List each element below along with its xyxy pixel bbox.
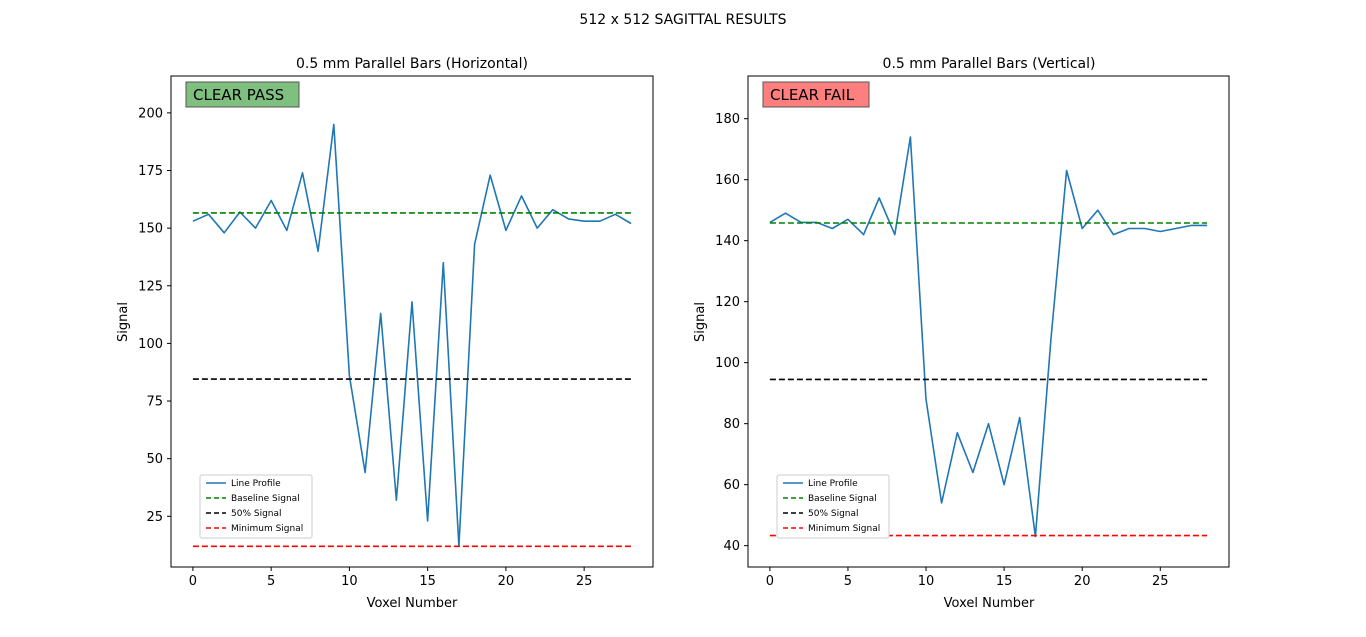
legend-box: [776, 474, 890, 539]
status-badge: [185, 81, 300, 108]
y-tick-label: 40: [723, 539, 740, 554]
legend-label-minimum-signal: Minimum Signal: [808, 524, 880, 534]
legend: Line Profile Baseline Signal 50% Signal Min…: [776, 474, 890, 539]
status-label: CLEAR PASS: [193, 86, 284, 104]
axes-frame: [170, 75, 654, 568]
figure-title: 512 x 512 SAGITTAL RESULTS: [579, 12, 786, 28]
y-tick-label: 150: [138, 222, 163, 237]
y-tick-label: 80: [723, 417, 740, 432]
y-axis-label: Signal: [693, 302, 708, 342]
legend-label-fifty-percent-signal: 50% Signal: [231, 509, 282, 519]
y-tick-label: 25: [146, 510, 163, 525]
x-axis-label: Voxel Number: [367, 596, 458, 611]
chart-title: 0.5 mm Parallel Bars (Horizontal): [296, 56, 528, 72]
legend-label-line-profile: Line Profile: [808, 479, 858, 489]
legend-label-fifty-percent-signal: 50% Signal: [808, 509, 859, 519]
y-tick-label: 50: [146, 452, 163, 467]
x-tick-label: 5: [267, 574, 275, 589]
y-tick-label: 200: [138, 106, 163, 121]
x-tick-label: 25: [576, 574, 593, 589]
chart-title: 0.5 mm Parallel Bars (Vertical): [883, 56, 1096, 72]
y-tick-label: 75: [146, 395, 163, 410]
y-tick-label: 175: [138, 164, 163, 179]
y-tick-label: 60: [723, 478, 740, 493]
y-tick-label: 100: [715, 356, 740, 371]
legend-box: [199, 474, 313, 539]
x-tick-label: 10: [918, 574, 935, 589]
plot-area: 0 5 10 15 20 25 25 50 75 100 125 150 175 200 CLEAR PAS…: [138, 75, 654, 589]
y-tick-label: 125: [138, 279, 163, 294]
y-tick-label: 100: [138, 337, 163, 352]
x-tick-label: 20: [498, 574, 515, 589]
status-label: CLEAR FAIL: [770, 86, 855, 104]
legend-label-line-profile: Line Profile: [231, 479, 281, 489]
y-tick-label: 140: [715, 234, 740, 249]
legend-label-baseline-signal: Baseline Signal: [808, 494, 877, 504]
legend-label-baseline-signal: Baseline Signal: [231, 494, 300, 504]
chart-vertical: 0.5 mm Parallel Bars (Vertical) 0 5 10 15 20…: [693, 56, 1230, 611]
x-tick-label: 15: [996, 574, 1013, 589]
x-tick-label: 10: [341, 574, 358, 589]
legend-label-minimum-signal: Minimum Signal: [231, 524, 303, 534]
x-tick-label: 25: [1152, 574, 1169, 589]
x-axis-label: Voxel Number: [944, 596, 1035, 611]
x-tick-label: 20: [1074, 574, 1091, 589]
chart-horizontal: 0.5 mm Parallel Bars (Horizontal) 0 5 10 15…: [116, 56, 654, 611]
plot-area: 0 5 10 15 20 25 40 60 80 100 120 140 160 180 CLEAR FAI…: [715, 75, 1230, 589]
x-tick-label: 5: [844, 574, 852, 589]
x-tick-label: 0: [189, 574, 197, 589]
legend: Line Profile Baseline Signal 50% Signal Min…: [199, 474, 313, 539]
x-tick-label: 0: [766, 574, 774, 589]
y-tick-label: 120: [715, 295, 740, 310]
y-tick-label: 160: [715, 173, 740, 188]
y-tick-label: 180: [715, 112, 740, 127]
axes-frame: [747, 75, 1230, 568]
y-axis-label: Signal: [116, 302, 131, 342]
x-tick-label: 15: [419, 574, 436, 589]
status-badge: [762, 81, 870, 108]
